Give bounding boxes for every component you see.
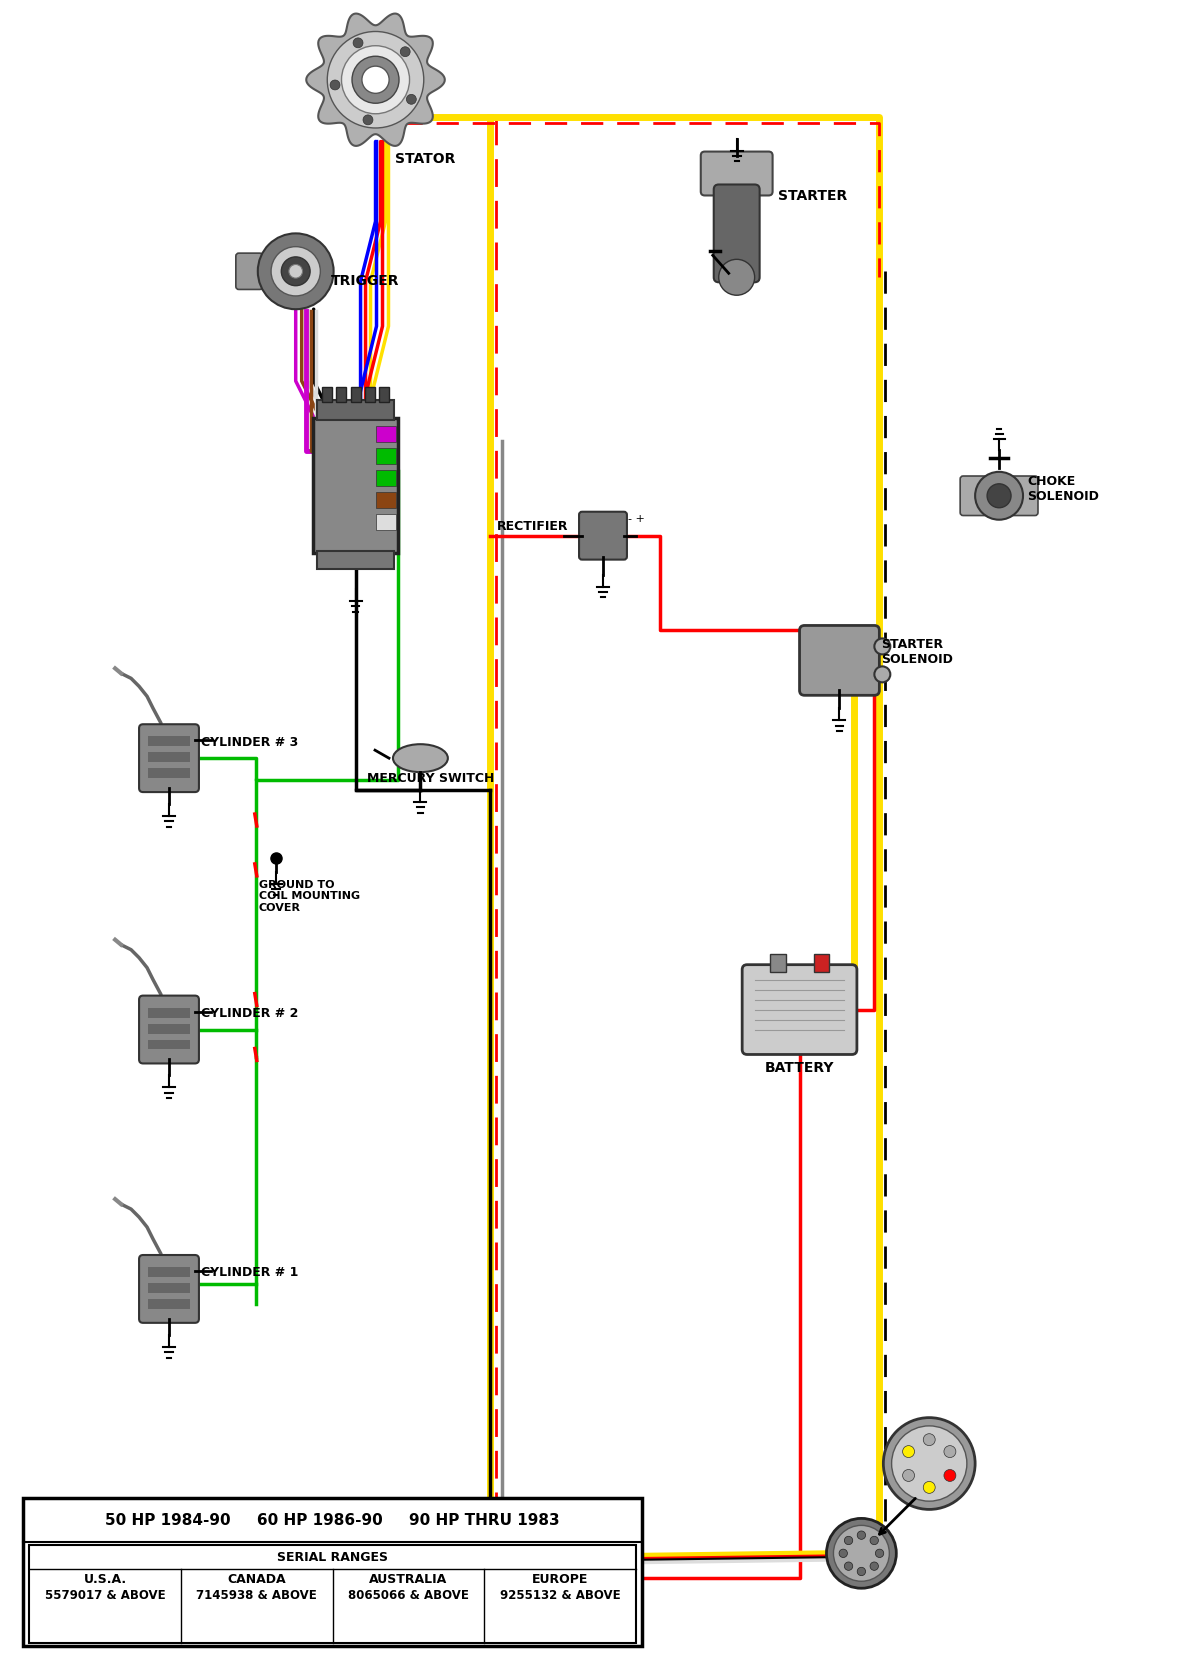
- Circle shape: [827, 1518, 896, 1589]
- Circle shape: [892, 1427, 967, 1501]
- Circle shape: [857, 1531, 865, 1539]
- Bar: [29, 1546, 636, 1643]
- Circle shape: [362, 66, 389, 93]
- Text: 8065066 & ABOVE: 8065066 & ABOVE: [348, 1589, 469, 1602]
- FancyBboxPatch shape: [714, 184, 760, 283]
- Bar: [814, 953, 829, 971]
- Circle shape: [407, 94, 416, 104]
- Text: CYLINDER # 2: CYLINDER # 2: [200, 1008, 299, 1019]
- Text: TRIGGER: TRIGGER: [331, 275, 400, 288]
- Text: STARTER
SOLENOID: STARTER SOLENOID: [881, 639, 953, 667]
- Text: MERCURY SWITCH: MERCURY SWITCH: [366, 773, 494, 784]
- Bar: [365, 387, 374, 402]
- Circle shape: [328, 31, 424, 127]
- Bar: [148, 1023, 190, 1033]
- Circle shape: [364, 114, 373, 124]
- Bar: [148, 1008, 190, 1018]
- Circle shape: [353, 38, 362, 48]
- Text: CYLINDER # 3: CYLINDER # 3: [200, 736, 298, 748]
- FancyBboxPatch shape: [960, 477, 1038, 515]
- Bar: [148, 768, 190, 778]
- Bar: [313, 419, 398, 553]
- Circle shape: [923, 1481, 935, 1493]
- Circle shape: [870, 1536, 878, 1544]
- Circle shape: [342, 46, 409, 114]
- Bar: [23, 1498, 642, 1647]
- Text: BATTERY: BATTERY: [764, 1061, 834, 1076]
- Bar: [317, 551, 394, 569]
- Text: CHOKE
SOLENOID: CHOKE SOLENOID: [1027, 475, 1099, 503]
- Text: STATOR: STATOR: [396, 152, 456, 166]
- Circle shape: [271, 247, 320, 296]
- Circle shape: [845, 1536, 853, 1544]
- Circle shape: [988, 483, 1012, 508]
- Bar: [322, 387, 332, 402]
- Text: GROUND TO
COIL MOUNTING
COVER: GROUND TO COIL MOUNTING COVER: [259, 880, 360, 914]
- Circle shape: [923, 1433, 935, 1445]
- Circle shape: [870, 1562, 878, 1571]
- Bar: [376, 492, 396, 508]
- Text: 50 HP 1984-90     60 HP 1986-90     90 HP THRU 1983: 50 HP 1984-90 60 HP 1986-90 90 HP THRU 1…: [106, 1513, 560, 1528]
- Circle shape: [944, 1470, 956, 1481]
- Circle shape: [976, 472, 1024, 520]
- Bar: [376, 427, 396, 442]
- Text: EUROPE: EUROPE: [532, 1572, 588, 1585]
- Bar: [769, 953, 786, 971]
- FancyBboxPatch shape: [580, 511, 626, 559]
- Text: STARTER: STARTER: [778, 189, 847, 204]
- FancyBboxPatch shape: [139, 1254, 199, 1322]
- FancyBboxPatch shape: [701, 152, 773, 195]
- Text: SERIAL RANGES: SERIAL RANGES: [277, 1551, 388, 1564]
- Circle shape: [401, 46, 410, 56]
- Circle shape: [902, 1445, 914, 1458]
- Circle shape: [834, 1526, 889, 1581]
- Circle shape: [289, 265, 302, 278]
- Circle shape: [857, 1567, 865, 1576]
- Text: RECTIFIER: RECTIFIER: [497, 520, 568, 533]
- Circle shape: [875, 639, 890, 654]
- Bar: [376, 470, 396, 487]
- Circle shape: [839, 1549, 847, 1557]
- Circle shape: [281, 257, 310, 286]
- Circle shape: [330, 79, 340, 89]
- Circle shape: [875, 1549, 883, 1557]
- Circle shape: [902, 1470, 914, 1481]
- Bar: [350, 387, 360, 402]
- Text: CANADA: CANADA: [228, 1572, 286, 1585]
- FancyBboxPatch shape: [236, 253, 263, 290]
- Bar: [336, 387, 347, 402]
- Ellipse shape: [392, 745, 448, 773]
- Bar: [148, 1039, 190, 1049]
- Text: U.S.A.: U.S.A.: [84, 1572, 127, 1585]
- Circle shape: [719, 260, 755, 295]
- Bar: [148, 1299, 190, 1309]
- Circle shape: [875, 667, 890, 682]
- Circle shape: [883, 1418, 976, 1509]
- Circle shape: [258, 233, 334, 309]
- Bar: [148, 1283, 190, 1293]
- Bar: [148, 751, 190, 763]
- Text: CYLINDER # 1: CYLINDER # 1: [200, 1266, 299, 1279]
- Circle shape: [944, 1445, 956, 1458]
- Bar: [148, 1268, 190, 1278]
- FancyBboxPatch shape: [799, 626, 880, 695]
- FancyBboxPatch shape: [139, 725, 199, 793]
- FancyBboxPatch shape: [742, 965, 857, 1054]
- Text: 7145938 & ABOVE: 7145938 & ABOVE: [197, 1589, 317, 1602]
- Bar: [317, 401, 394, 420]
- Bar: [148, 736, 190, 746]
- Bar: [376, 449, 396, 465]
- FancyBboxPatch shape: [139, 996, 199, 1064]
- Text: AUSTRALIA: AUSTRALIA: [370, 1572, 448, 1585]
- Circle shape: [845, 1562, 853, 1571]
- Circle shape: [352, 56, 400, 103]
- Polygon shape: [306, 13, 445, 146]
- Bar: [376, 515, 396, 530]
- Text: 5579017 & ABOVE: 5579017 & ABOVE: [44, 1589, 166, 1602]
- Text: - +: - +: [628, 513, 644, 523]
- Text: 9255132 & ABOVE: 9255132 & ABOVE: [499, 1589, 620, 1602]
- Bar: [379, 387, 389, 402]
